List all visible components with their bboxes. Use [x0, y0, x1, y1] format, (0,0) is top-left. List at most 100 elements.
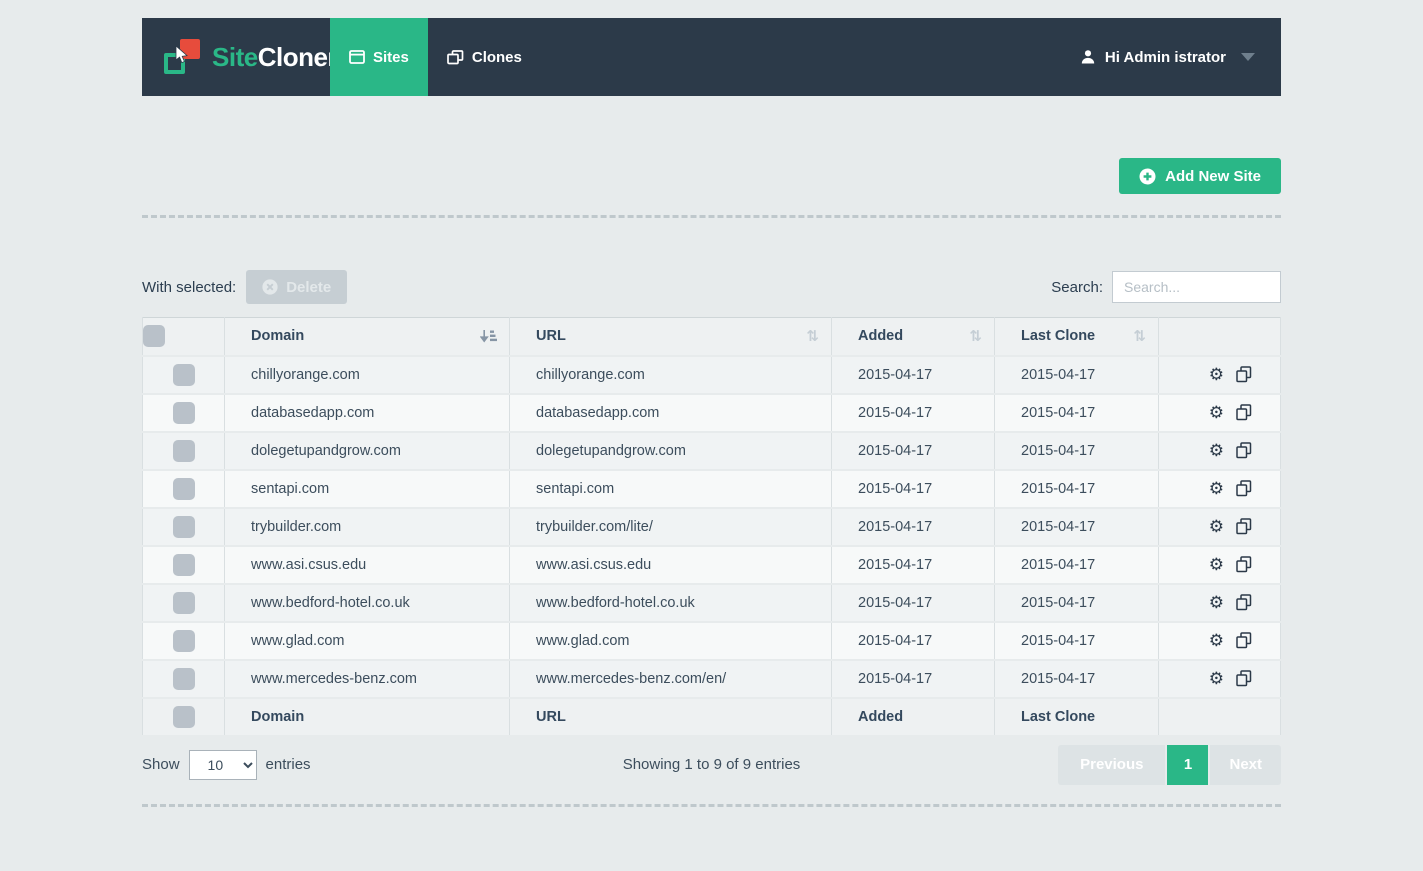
- copy-icon[interactable]: [1236, 670, 1252, 687]
- last-clone-cell: 2015-04-17: [994, 545, 1159, 585]
- url-cell: chillyorange.com: [509, 355, 832, 395]
- copy-icon[interactable]: [1236, 404, 1252, 421]
- divider-top: [142, 215, 1281, 218]
- footer-domain-label: Domain: [224, 697, 510, 737]
- copy-icon[interactable]: [1236, 480, 1252, 497]
- copy-icon[interactable]: [1236, 442, 1252, 459]
- search-label: Search:: [1051, 278, 1103, 296]
- table-header-row: Domain URL ⇅ Added ⇅ Last Clone ⇅: [142, 317, 1281, 357]
- header-actions: [1158, 317, 1281, 357]
- next-page-button[interactable]: Next: [1210, 744, 1281, 785]
- row-checkbox[interactable]: [172, 591, 195, 614]
- gear-icon[interactable]: ⚙: [1208, 554, 1224, 575]
- show-label: Show: [142, 756, 180, 773]
- url-cell: www.glad.com: [509, 621, 832, 661]
- gear-icon[interactable]: ⚙: [1208, 516, 1224, 537]
- copy-icon[interactable]: [1236, 594, 1252, 611]
- copy-icon[interactable]: [1236, 632, 1252, 649]
- tab-clones-label: Clones: [471, 48, 522, 66]
- sort-icon: ⇅: [806, 327, 819, 346]
- last-clone-cell: 2015-04-17: [994, 431, 1159, 471]
- add-new-site-label: Add New Site: [1165, 167, 1261, 185]
- row-checkbox[interactable]: [172, 439, 195, 462]
- last-clone-cell: 2015-04-17: [994, 469, 1159, 509]
- user-menu[interactable]: Hi Admin istrator: [1080, 18, 1281, 96]
- domain-cell: www.asi.csus.edu: [224, 545, 510, 585]
- last-clone-cell: 2015-04-17: [994, 355, 1159, 395]
- pagination: Previous 1 Next: [800, 744, 1281, 785]
- domain-cell: trybuilder.com: [224, 507, 510, 547]
- top-navbar: SiteCloner Sites Clones: [142, 18, 1281, 96]
- cursor-icon: [175, 46, 188, 64]
- brand-logo: SiteCloner: [142, 18, 338, 96]
- gear-icon[interactable]: ⚙: [1208, 440, 1224, 461]
- delete-selected-button[interactable]: Delete: [246, 270, 348, 304]
- table-row: dolegetupandgrow.com dolegetupandgrow.co…: [142, 431, 1281, 471]
- search-block: Search:: [1051, 271, 1281, 303]
- add-new-site-button[interactable]: Add New Site: [1119, 158, 1281, 194]
- table-row: databasedapp.com databasedapp.com 2015-0…: [142, 393, 1281, 433]
- entries-label: entries: [265, 756, 311, 773]
- footer-added-label: Added: [831, 697, 995, 737]
- gear-icon[interactable]: ⚙: [1208, 478, 1224, 499]
- gear-icon[interactable]: ⚙: [1208, 402, 1224, 423]
- added-cell: 2015-04-17: [831, 393, 995, 433]
- last-clone-cell: 2015-04-17: [994, 583, 1159, 623]
- nav-tabs: Sites Clones: [330, 18, 541, 96]
- circle-x-icon: [262, 279, 278, 295]
- gear-icon[interactable]: ⚙: [1208, 364, 1224, 385]
- url-cell: sentapi.com: [509, 469, 832, 509]
- url-cell: www.asi.csus.edu: [509, 545, 832, 585]
- tab-sites[interactable]: Sites: [330, 18, 428, 96]
- added-cell: 2015-04-17: [831, 355, 995, 395]
- row-checkbox[interactable]: [172, 667, 195, 690]
- bulk-actions: With selected: Delete: [142, 270, 348, 304]
- gear-icon[interactable]: ⚙: [1208, 668, 1224, 689]
- sort-amount-asc-icon: [480, 329, 497, 343]
- added-cell: 2015-04-17: [831, 469, 995, 509]
- row-checkbox[interactable]: [172, 629, 195, 652]
- page-1-button[interactable]: 1: [1167, 744, 1209, 785]
- domain-cell: chillyorange.com: [224, 355, 510, 395]
- row-checkbox[interactable]: [172, 401, 195, 424]
- domain-cell: sentapi.com: [224, 469, 510, 509]
- footer-url-label: URL: [509, 697, 832, 737]
- showing-entries-summary: Showing 1 to 9 of 9 entries: [622, 756, 801, 773]
- row-checkbox[interactable]: [172, 553, 195, 576]
- domain-cell: www.glad.com: [224, 621, 510, 661]
- search-input[interactable]: [1112, 271, 1281, 303]
- previous-page-button[interactable]: Previous: [1058, 744, 1166, 785]
- domain-cell: dolegetupandgrow.com: [224, 431, 510, 471]
- sites-table: Domain URL ⇅ Added ⇅ Last Clone ⇅ chillyora…: [142, 317, 1281, 737]
- copy-icon[interactable]: [1236, 366, 1252, 383]
- header-added[interactable]: Added ⇅: [831, 317, 995, 357]
- cursor-click-icon: [164, 37, 200, 77]
- header-domain[interactable]: Domain: [224, 317, 510, 357]
- header-select-cell: [142, 317, 225, 357]
- user-icon: [1081, 50, 1095, 64]
- copy-icon[interactable]: [1236, 556, 1252, 573]
- row-checkbox[interactable]: [172, 477, 195, 500]
- gear-icon[interactable]: ⚙: [1208, 592, 1224, 613]
- last-clone-cell: 2015-04-17: [994, 507, 1159, 547]
- gear-icon[interactable]: ⚙: [1208, 630, 1224, 651]
- page-size-select[interactable]: 10: [188, 749, 257, 780]
- last-clone-cell: 2015-04-17: [994, 659, 1159, 699]
- url-cell: trybuilder.com/lite/: [509, 507, 832, 547]
- table-footer-header-row: Domain URL Added Last Clone: [142, 697, 1281, 737]
- tab-clones[interactable]: Clones: [428, 18, 541, 96]
- table-row: www.glad.com www.glad.com 2015-04-17 201…: [142, 621, 1281, 661]
- plus-circle-icon: [1139, 168, 1156, 184]
- footer-actions-cell: [1158, 697, 1281, 737]
- added-cell: 2015-04-17: [831, 621, 995, 661]
- added-cell: 2015-04-17: [831, 583, 995, 623]
- footer-checkbox[interactable]: [172, 705, 195, 728]
- select-all-checkbox[interactable]: [143, 325, 165, 348]
- row-checkbox[interactable]: [172, 515, 195, 538]
- url-cell: databasedapp.com: [509, 393, 832, 433]
- header-last-clone[interactable]: Last Clone ⇅: [994, 317, 1159, 357]
- copy-icon[interactable]: [1236, 518, 1252, 535]
- app-title: SiteCloner: [212, 41, 338, 72]
- header-url[interactable]: URL ⇅: [509, 317, 832, 357]
- row-checkbox[interactable]: [172, 363, 195, 386]
